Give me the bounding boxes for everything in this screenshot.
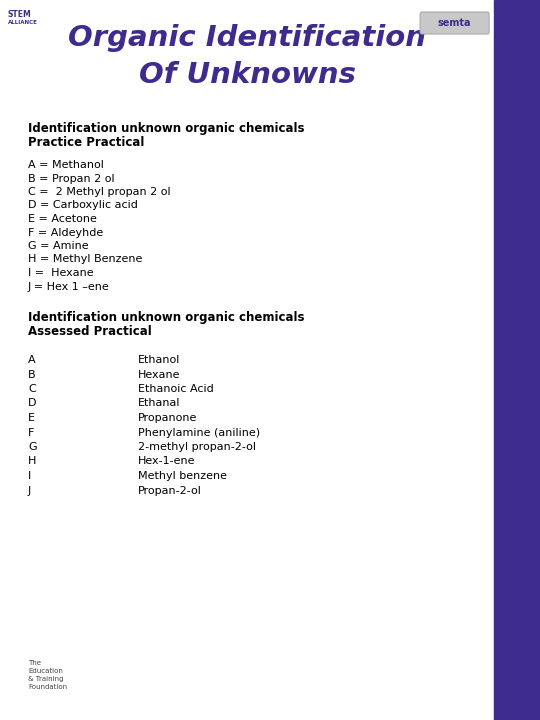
Text: Propan-2-ol: Propan-2-ol xyxy=(138,485,202,495)
Text: The
Education
& Training
Foundation: The Education & Training Foundation xyxy=(28,660,67,690)
Text: G = Amine: G = Amine xyxy=(28,241,89,251)
Text: E = Acetone: E = Acetone xyxy=(28,214,97,224)
Text: Of Unknowns: Of Unknowns xyxy=(139,61,355,89)
Text: C =  2 Methyl propan 2 ol: C = 2 Methyl propan 2 ol xyxy=(28,187,171,197)
Text: F = Aldeyhde: F = Aldeyhde xyxy=(28,228,103,238)
Text: B: B xyxy=(28,369,36,379)
Text: Phenylamine (aniline): Phenylamine (aniline) xyxy=(138,428,260,438)
Bar xyxy=(494,0,540,720)
Text: J: J xyxy=(28,485,31,495)
Text: Identification unknown organic chemicals: Identification unknown organic chemicals xyxy=(28,122,305,135)
Text: Ethanol: Ethanol xyxy=(138,355,180,365)
Text: I =  Hexane: I = Hexane xyxy=(28,268,93,278)
Text: ALLIANCE: ALLIANCE xyxy=(8,20,38,25)
Text: C: C xyxy=(28,384,36,394)
Text: Practice Practical: Practice Practical xyxy=(28,136,144,149)
Text: A = Methanol: A = Methanol xyxy=(28,160,104,170)
Text: Identification unknown organic chemicals: Identification unknown organic chemicals xyxy=(28,311,305,324)
Text: 2-methyl propan-2-ol: 2-methyl propan-2-ol xyxy=(138,442,256,452)
Text: D: D xyxy=(28,398,37,408)
Text: A: A xyxy=(28,355,36,365)
Text: Organic Identification: Organic Identification xyxy=(68,24,426,52)
Text: H = Methyl Benzene: H = Methyl Benzene xyxy=(28,254,143,264)
Text: Assessed Practical: Assessed Practical xyxy=(28,325,152,338)
Text: E: E xyxy=(28,413,35,423)
Text: I: I xyxy=(28,471,31,481)
FancyBboxPatch shape xyxy=(420,12,489,34)
Text: F: F xyxy=(28,428,35,438)
Text: J = Hex 1 –ene: J = Hex 1 –ene xyxy=(28,282,110,292)
Text: Methyl benzene: Methyl benzene xyxy=(138,471,227,481)
Text: B = Propan 2 ol: B = Propan 2 ol xyxy=(28,174,114,184)
Text: semta: semta xyxy=(438,18,471,28)
Text: Hexane: Hexane xyxy=(138,369,180,379)
Text: STEM: STEM xyxy=(8,10,32,19)
Text: D = Carboxylic acid: D = Carboxylic acid xyxy=(28,200,138,210)
Text: Hex-1-ene: Hex-1-ene xyxy=(138,456,195,467)
Text: Ethanoic Acid: Ethanoic Acid xyxy=(138,384,214,394)
Text: G: G xyxy=(28,442,37,452)
Text: Ethanal: Ethanal xyxy=(138,398,180,408)
Text: H: H xyxy=(28,456,36,467)
Text: Propanone: Propanone xyxy=(138,413,198,423)
